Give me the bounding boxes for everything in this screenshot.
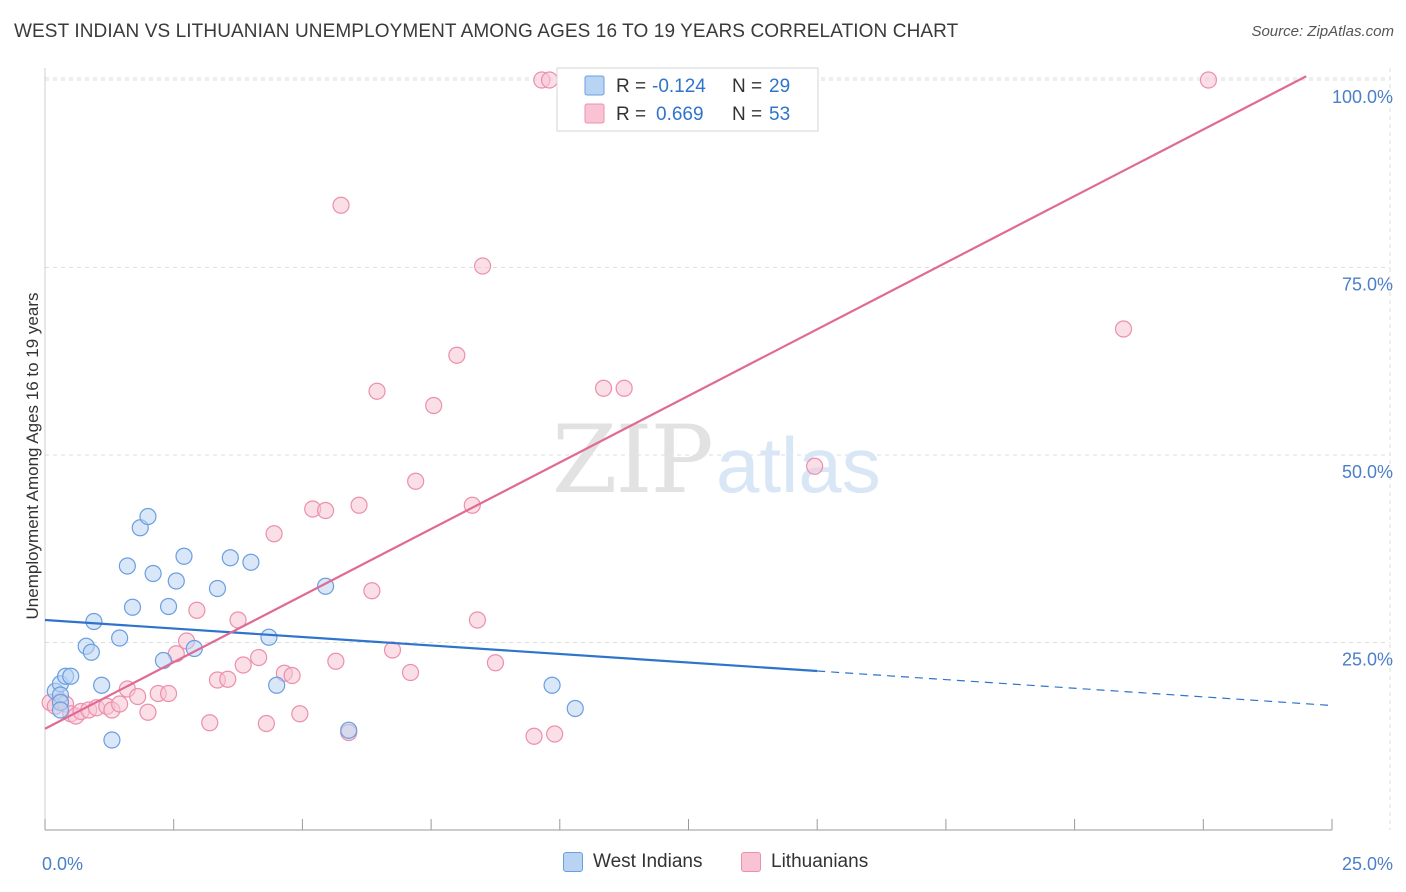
legend-r-value-2: 0.669 — [656, 104, 704, 125]
lithuanians-point — [234, 656, 252, 674]
lithuanians-point — [806, 457, 824, 475]
source-label: Source: ZipAtlas.com — [1251, 23, 1394, 40]
lithuanians-point — [425, 396, 443, 415]
legend-n-label-2: N = — [732, 104, 767, 125]
lithuanians-point — [327, 652, 345, 670]
west-indians-point — [51, 701, 70, 719]
lithuanians-point — [368, 382, 386, 400]
lithuanians-point — [448, 346, 466, 364]
lithuanians-point — [486, 654, 505, 672]
lithuanians-point — [540, 71, 559, 89]
legend-swatch-lithuanians — [584, 103, 605, 124]
lithuanians-point — [525, 727, 543, 745]
lithuanians-point — [188, 601, 206, 619]
legend-n-value-1: 29 — [769, 76, 790, 97]
lithuanians-point — [283, 666, 301, 685]
trend-lines — [44, 75, 1333, 730]
y-axis-label: Unemployment Among Ages 16 to 19 years — [23, 293, 42, 620]
west-indians-point — [111, 629, 129, 647]
lithuanians-point — [257, 714, 275, 733]
west-indians-point — [167, 572, 185, 590]
lithuanians-point — [201, 714, 219, 732]
west-indians-trend-extension — [817, 670, 1333, 707]
legend-label-lithuanians: Lithuanians — [771, 851, 869, 872]
y-tick-label: 50.0% — [1342, 462, 1393, 482]
y-tick-label: 25.0% — [1342, 650, 1393, 670]
lithuanians-point — [615, 379, 633, 397]
watermark: ZIP atlas — [552, 406, 881, 515]
west-indians-point — [103, 731, 121, 749]
legend-n-value-2: 53 — [769, 104, 790, 125]
lithuanians-trend-line — [44, 75, 1307, 730]
legend-swatch-west-indians — [584, 75, 605, 96]
y-tick-label: 100.0% — [1332, 87, 1393, 107]
west-indians-point — [85, 612, 103, 631]
west-indians-point — [566, 699, 584, 718]
y-tick-label: 75.0% — [1342, 275, 1393, 295]
legend-n-label-1: N = — [732, 76, 767, 97]
legend-swatch-lithuanians-bottom — [741, 852, 761, 872]
west-indians-point — [93, 676, 111, 694]
chart-title: WEST INDIAN VS LITHUANIAN UNEMPLOYMENT A… — [14, 21, 959, 42]
legend-swatch-west-indians-bottom — [563, 852, 583, 872]
lithuanians-point — [594, 379, 613, 397]
lithuanians-point — [219, 670, 237, 688]
correlation-legend: R = -0.124 N = 29 R = 0.669 N = 53 — [556, 67, 819, 132]
watermark-zip: ZIP — [552, 406, 712, 515]
lithuanians-point — [350, 496, 368, 514]
lithuanians-point — [159, 684, 178, 703]
west-indians-point — [543, 676, 561, 694]
lithuanians-point — [129, 687, 147, 706]
gridlines — [45, 68, 1391, 830]
lithuanians-point — [407, 472, 425, 490]
legend-r-label-2: R = — [616, 104, 651, 125]
west-indians-point — [123, 598, 142, 616]
west-indians-point — [159, 597, 178, 616]
west-indians-point — [139, 507, 157, 526]
legend-r-value-1: -0.124 — [652, 76, 706, 97]
lithuanians-point — [468, 611, 487, 629]
lithuanians-point — [250, 648, 268, 667]
series-legend: West Indians Lithuanians — [0, 851, 1406, 879]
lithuanians-point — [363, 582, 381, 600]
y-tick-labels: 25.0% 50.0% 75.0% 100.0% — [1332, 87, 1393, 670]
west-indians-point — [144, 564, 162, 583]
west-indians-point — [242, 553, 260, 571]
watermark-atlas: atlas — [716, 421, 881, 509]
lithuanians-point — [291, 705, 309, 723]
lithuanians-point — [1199, 71, 1218, 89]
west-indians-point — [62, 667, 80, 685]
data-points — [41, 71, 1218, 749]
west-indians-point — [221, 549, 239, 567]
lithuanians-point — [332, 196, 350, 214]
west-indians-point — [260, 628, 278, 646]
west-indians-point — [268, 676, 286, 694]
west-indians-point — [175, 547, 193, 565]
lithuanians-point — [546, 725, 564, 743]
lithuanians-point — [316, 501, 335, 520]
west-indians-point — [340, 721, 358, 739]
lithuanians-point — [1114, 320, 1133, 338]
west-indians-point — [82, 643, 100, 661]
lithuanians-point — [401, 663, 420, 682]
lithuanians-point — [111, 695, 129, 713]
west-indians-trend-line — [44, 618, 818, 673]
legend-r-label-1: R = — [616, 76, 651, 97]
lithuanians-point — [265, 525, 283, 543]
x-tick-label-max: 25.0% — [1342, 854, 1393, 874]
legend-label-west-indians: West Indians — [593, 851, 703, 872]
legend-item-lithuanians[interactable]: Lithuanians — [741, 851, 868, 873]
legend-item-west-indians[interactable]: West Indians — [563, 851, 702, 873]
west-indians-point — [208, 579, 227, 598]
x-tick-label-min: 0.0% — [42, 854, 83, 874]
lithuanians-point — [473, 257, 492, 275]
west-indians-point — [118, 557, 136, 575]
west-indians-point — [154, 651, 173, 670]
lithuanians-point — [139, 703, 157, 721]
